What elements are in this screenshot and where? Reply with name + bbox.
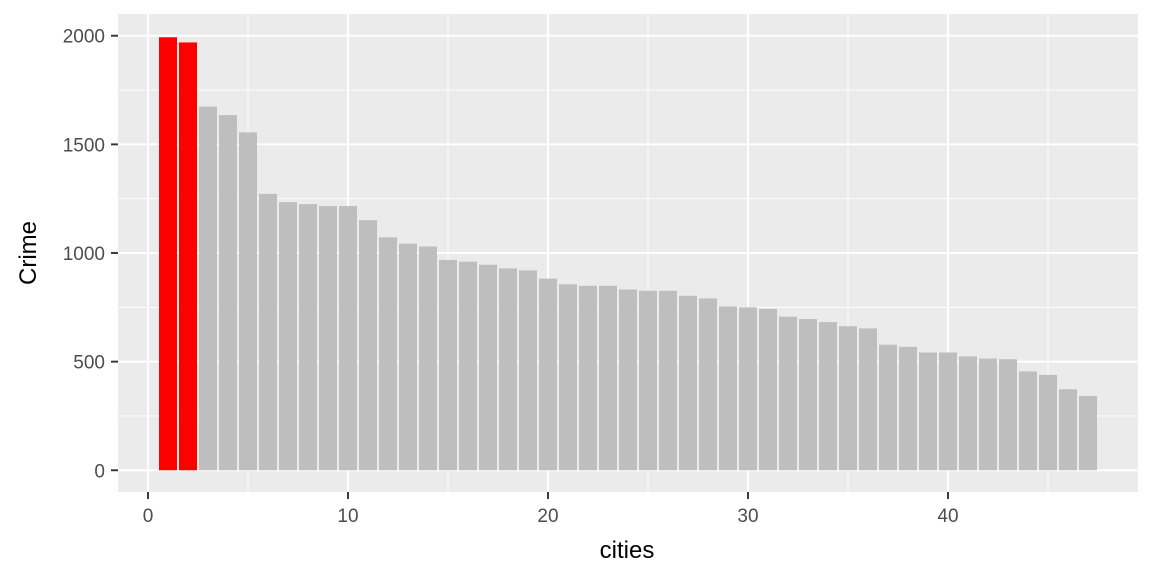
bar [479, 264, 497, 471]
x-tick-label: 10 [337, 506, 358, 527]
bar [999, 359, 1017, 471]
bar [1039, 374, 1057, 471]
bar [339, 206, 357, 471]
bar [539, 278, 557, 471]
x-tick-label: 20 [537, 506, 558, 527]
bar [1019, 371, 1037, 471]
bar [899, 346, 917, 471]
bar [499, 268, 517, 471]
bar [459, 261, 477, 471]
bar [599, 285, 617, 471]
bar [519, 270, 537, 471]
bar [1079, 395, 1097, 471]
bar [219, 115, 237, 471]
bar [699, 298, 717, 471]
bar [259, 193, 277, 471]
bar [359, 220, 377, 471]
bar [979, 358, 997, 471]
bar [939, 352, 957, 471]
x-axis: 0 10 20 30 40 [143, 492, 959, 527]
bar [439, 259, 457, 471]
bar [959, 356, 977, 471]
bar [399, 243, 417, 471]
bar [859, 328, 877, 471]
bar [419, 246, 437, 471]
bar [719, 306, 737, 471]
x-tick-label: 40 [937, 506, 958, 527]
y-tick-label: 1500 [63, 135, 105, 156]
bar [679, 295, 697, 471]
bar [919, 352, 937, 471]
bar [819, 322, 837, 471]
bar [639, 290, 657, 471]
y-tick-label: 2000 [63, 27, 105, 48]
bar-highlighted [179, 42, 197, 471]
bar [199, 106, 217, 471]
bar [379, 237, 397, 471]
bar [619, 289, 637, 471]
bar [1059, 389, 1077, 471]
bars [159, 37, 1097, 471]
x-tick-label: 0 [143, 506, 154, 527]
bar [659, 290, 677, 471]
y-tick-label: 1000 [63, 244, 105, 265]
y-axis-title: Crime [15, 221, 42, 285]
bar [319, 206, 337, 471]
bar [579, 285, 597, 471]
bar [839, 326, 857, 471]
bar [739, 307, 757, 471]
bar [779, 316, 797, 471]
bar [299, 204, 317, 471]
bar-highlighted [159, 37, 177, 471]
bar [559, 284, 577, 471]
x-tick-label: 30 [737, 506, 758, 527]
y-axis: 0 500 1000 1500 2000 [63, 27, 118, 482]
bar [759, 308, 777, 471]
y-tick-label: 0 [94, 461, 105, 482]
bar [799, 319, 817, 471]
bar [279, 202, 297, 471]
bar [239, 132, 257, 471]
bar [879, 344, 897, 471]
y-tick-label: 500 [73, 353, 105, 374]
x-axis-title: cities [600, 537, 655, 564]
